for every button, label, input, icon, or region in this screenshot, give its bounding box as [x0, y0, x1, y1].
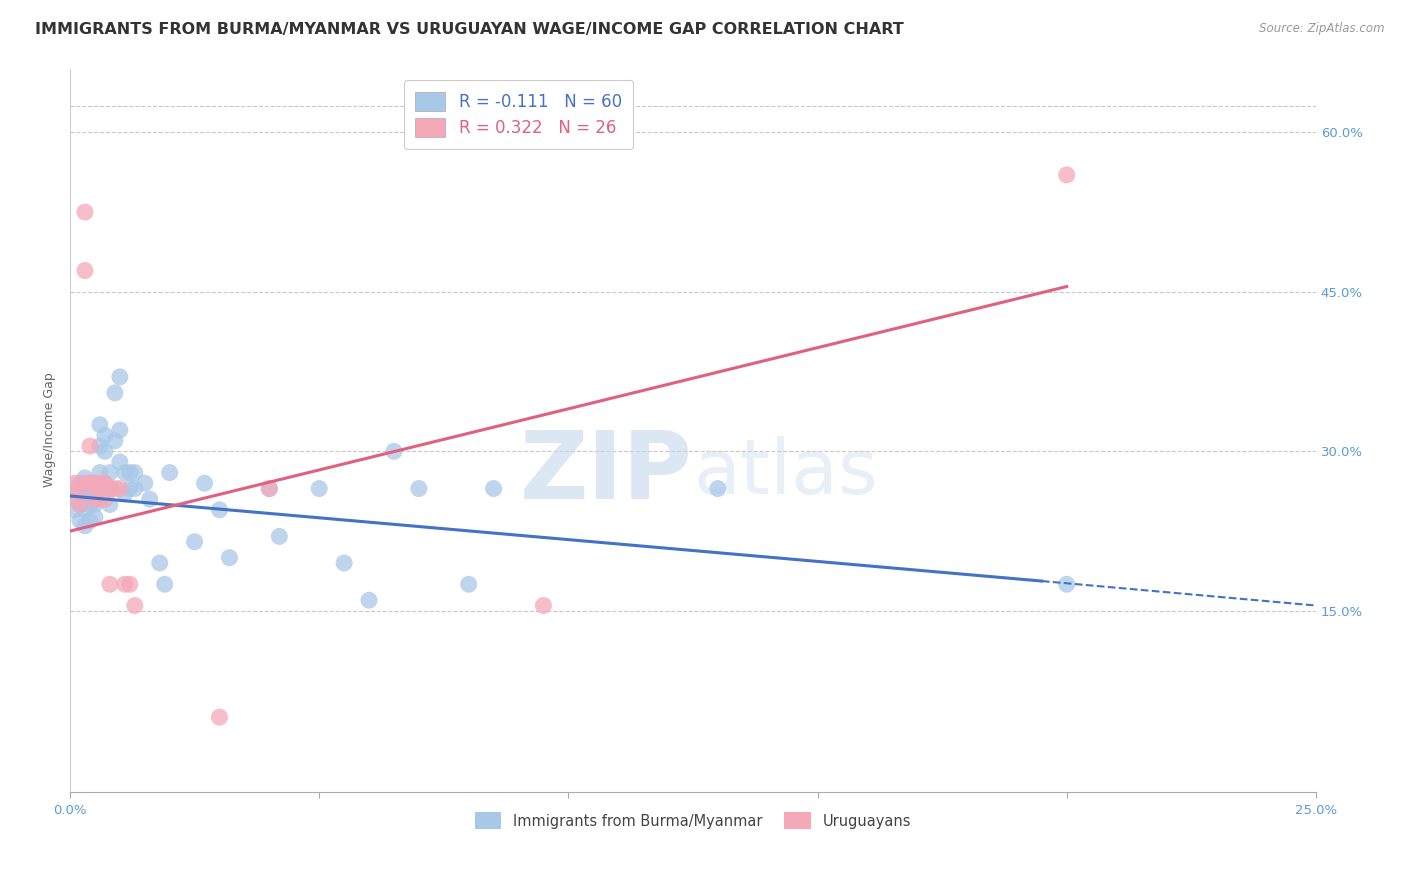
- Point: [69, 487, 91, 501]
- Point: [63, 482, 86, 496]
- Point: [333, 556, 356, 570]
- Point: [118, 466, 141, 480]
- Point: [533, 599, 555, 613]
- Point: [1056, 577, 1078, 591]
- Point: [84, 498, 107, 512]
- Point: [69, 513, 91, 527]
- Point: [104, 482, 127, 496]
- Point: [108, 455, 131, 469]
- Point: [73, 263, 96, 277]
- Point: [79, 513, 101, 527]
- Point: [73, 503, 96, 517]
- Point: [108, 423, 131, 437]
- Point: [84, 476, 107, 491]
- Point: [104, 434, 127, 448]
- Point: [118, 482, 141, 496]
- Point: [69, 498, 91, 512]
- Point: [159, 466, 181, 480]
- Point: [79, 476, 101, 491]
- Point: [124, 599, 146, 613]
- Point: [707, 482, 730, 496]
- Point: [108, 482, 131, 496]
- Point: [89, 476, 111, 491]
- Point: [208, 503, 231, 517]
- Point: [84, 492, 107, 507]
- Point: [114, 577, 136, 591]
- Point: [408, 482, 430, 496]
- Point: [89, 492, 111, 507]
- Point: [89, 417, 111, 432]
- Point: [269, 529, 291, 543]
- Point: [98, 466, 121, 480]
- Point: [134, 476, 156, 491]
- Point: [183, 534, 205, 549]
- Point: [98, 482, 121, 496]
- Point: [89, 466, 111, 480]
- Point: [94, 428, 117, 442]
- Point: [69, 498, 91, 512]
- Point: [79, 439, 101, 453]
- Point: [114, 487, 136, 501]
- Point: [63, 503, 86, 517]
- Point: [139, 492, 162, 507]
- Point: [73, 476, 96, 491]
- Point: [357, 593, 380, 607]
- Point: [73, 205, 96, 219]
- Point: [84, 510, 107, 524]
- Point: [63, 492, 86, 507]
- Point: [149, 556, 172, 570]
- Point: [382, 444, 405, 458]
- Point: [118, 577, 141, 591]
- Point: [482, 482, 505, 496]
- Point: [259, 482, 281, 496]
- Text: Source: ZipAtlas.com: Source: ZipAtlas.com: [1260, 22, 1385, 36]
- Point: [94, 444, 117, 458]
- Point: [69, 482, 91, 496]
- Point: [153, 577, 176, 591]
- Y-axis label: Wage/Income Gap: Wage/Income Gap: [44, 373, 56, 487]
- Point: [108, 370, 131, 384]
- Legend: Immigrants from Burma/Myanmar, Uruguayans: Immigrants from Burma/Myanmar, Uruguayan…: [470, 806, 917, 835]
- Point: [73, 471, 96, 485]
- Point: [218, 550, 240, 565]
- Point: [94, 492, 117, 507]
- Point: [193, 476, 215, 491]
- Point: [124, 466, 146, 480]
- Text: IMMIGRANTS FROM BURMA/MYANMAR VS URUGUAYAN WAGE/INCOME GAP CORRELATION CHART: IMMIGRANTS FROM BURMA/MYANMAR VS URUGUAY…: [35, 22, 904, 37]
- Point: [73, 492, 96, 507]
- Point: [98, 498, 121, 512]
- Point: [124, 482, 146, 496]
- Point: [69, 476, 91, 491]
- Point: [457, 577, 479, 591]
- Point: [1056, 168, 1078, 182]
- Point: [79, 476, 101, 491]
- Point: [84, 487, 107, 501]
- Text: atlas: atlas: [693, 436, 877, 510]
- Point: [79, 487, 101, 501]
- Point: [98, 482, 121, 496]
- Point: [73, 482, 96, 496]
- Point: [98, 577, 121, 591]
- Point: [63, 476, 86, 491]
- Point: [73, 518, 96, 533]
- Text: ZIP: ZIP: [520, 427, 693, 519]
- Point: [208, 710, 231, 724]
- Point: [89, 439, 111, 453]
- Point: [259, 482, 281, 496]
- Point: [63, 492, 86, 507]
- Point: [114, 466, 136, 480]
- Point: [308, 482, 330, 496]
- Point: [84, 476, 107, 491]
- Point: [79, 498, 101, 512]
- Point: [94, 476, 117, 491]
- Point: [104, 385, 127, 400]
- Point: [94, 476, 117, 491]
